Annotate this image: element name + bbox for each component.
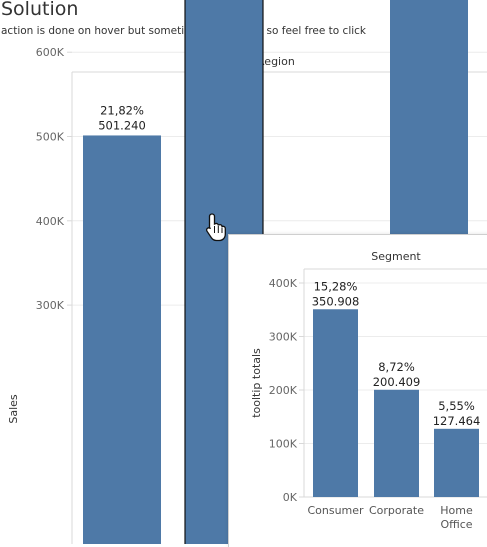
region-tick-label: 500K: [36, 131, 65, 144]
segment-tick-label: 300K: [269, 331, 298, 344]
region-data-labels: 21,82%501.24029,55%678.78131,58%725.458: [98, 103, 146, 132]
region-y-ticks: 300K400K500K600K700K800K: [36, 46, 72, 312]
region-bar-pct-label: 21,82%: [100, 103, 144, 117]
segment-bar-pct-label: 8,72%: [378, 360, 415, 374]
segment-bars[interactable]: [313, 309, 479, 497]
tooltip-totals-axis-title: tooltip totals: [250, 348, 263, 418]
segment-bar-pct-label: 15,28%: [314, 279, 358, 293]
segment-bar[interactable]: [313, 309, 358, 497]
segment-chart-title: Segment: [371, 250, 421, 263]
region-tick-label: 400K: [36, 215, 65, 228]
region-tick-label: 300K: [36, 299, 65, 312]
segment-tick-label: 400K: [269, 277, 298, 290]
segment-bar[interactable]: [434, 428, 479, 497]
segment-bar-value-label: 127.464: [433, 414, 481, 428]
region-bar[interactable]: [83, 135, 161, 544]
region-chart-title: Region: [257, 55, 295, 68]
segment-tick-label: 100K: [269, 438, 298, 451]
hand-pointer-icon: [205, 213, 226, 242]
page-subtitle: action is done on hover but sometimes a …: [1, 25, 367, 37]
segment-y-ticks: 0K 100K 200K 300K 400K: [269, 277, 304, 504]
segment-bar-pct-label: 5,55%: [438, 399, 475, 413]
segment-category-label: Consumer: [307, 504, 364, 517]
segment-category-label: Corporate: [369, 504, 424, 517]
segment-tooltip: Segment tooltip totals 0K 100K 200K 300K 400…: [228, 234, 487, 547]
segment-bar-chart[interactable]: Segment tooltip totals 0K 100K 200K 300K 400…: [229, 235, 487, 547]
sales-axis-title: Sales: [7, 394, 20, 424]
segment-bar-value-label: 200.409: [373, 375, 421, 389]
segment-data-labels: 15,28%350.908 8,72%200.409 5,55%127.464: [312, 279, 481, 428]
region-tick-label: 600K: [36, 46, 65, 59]
segment-bar[interactable]: [374, 389, 419, 497]
segment-tick-label: 0K: [283, 491, 298, 504]
segment-category-label: Office: [440, 518, 472, 531]
segment-category-label: Home: [440, 504, 473, 517]
page-title: Solution: [1, 0, 79, 20]
segment-tick-label: 200K: [269, 384, 298, 397]
segment-bar-value-label: 350.908: [312, 294, 360, 308]
region-bar-value-label: 501.240: [98, 118, 146, 132]
